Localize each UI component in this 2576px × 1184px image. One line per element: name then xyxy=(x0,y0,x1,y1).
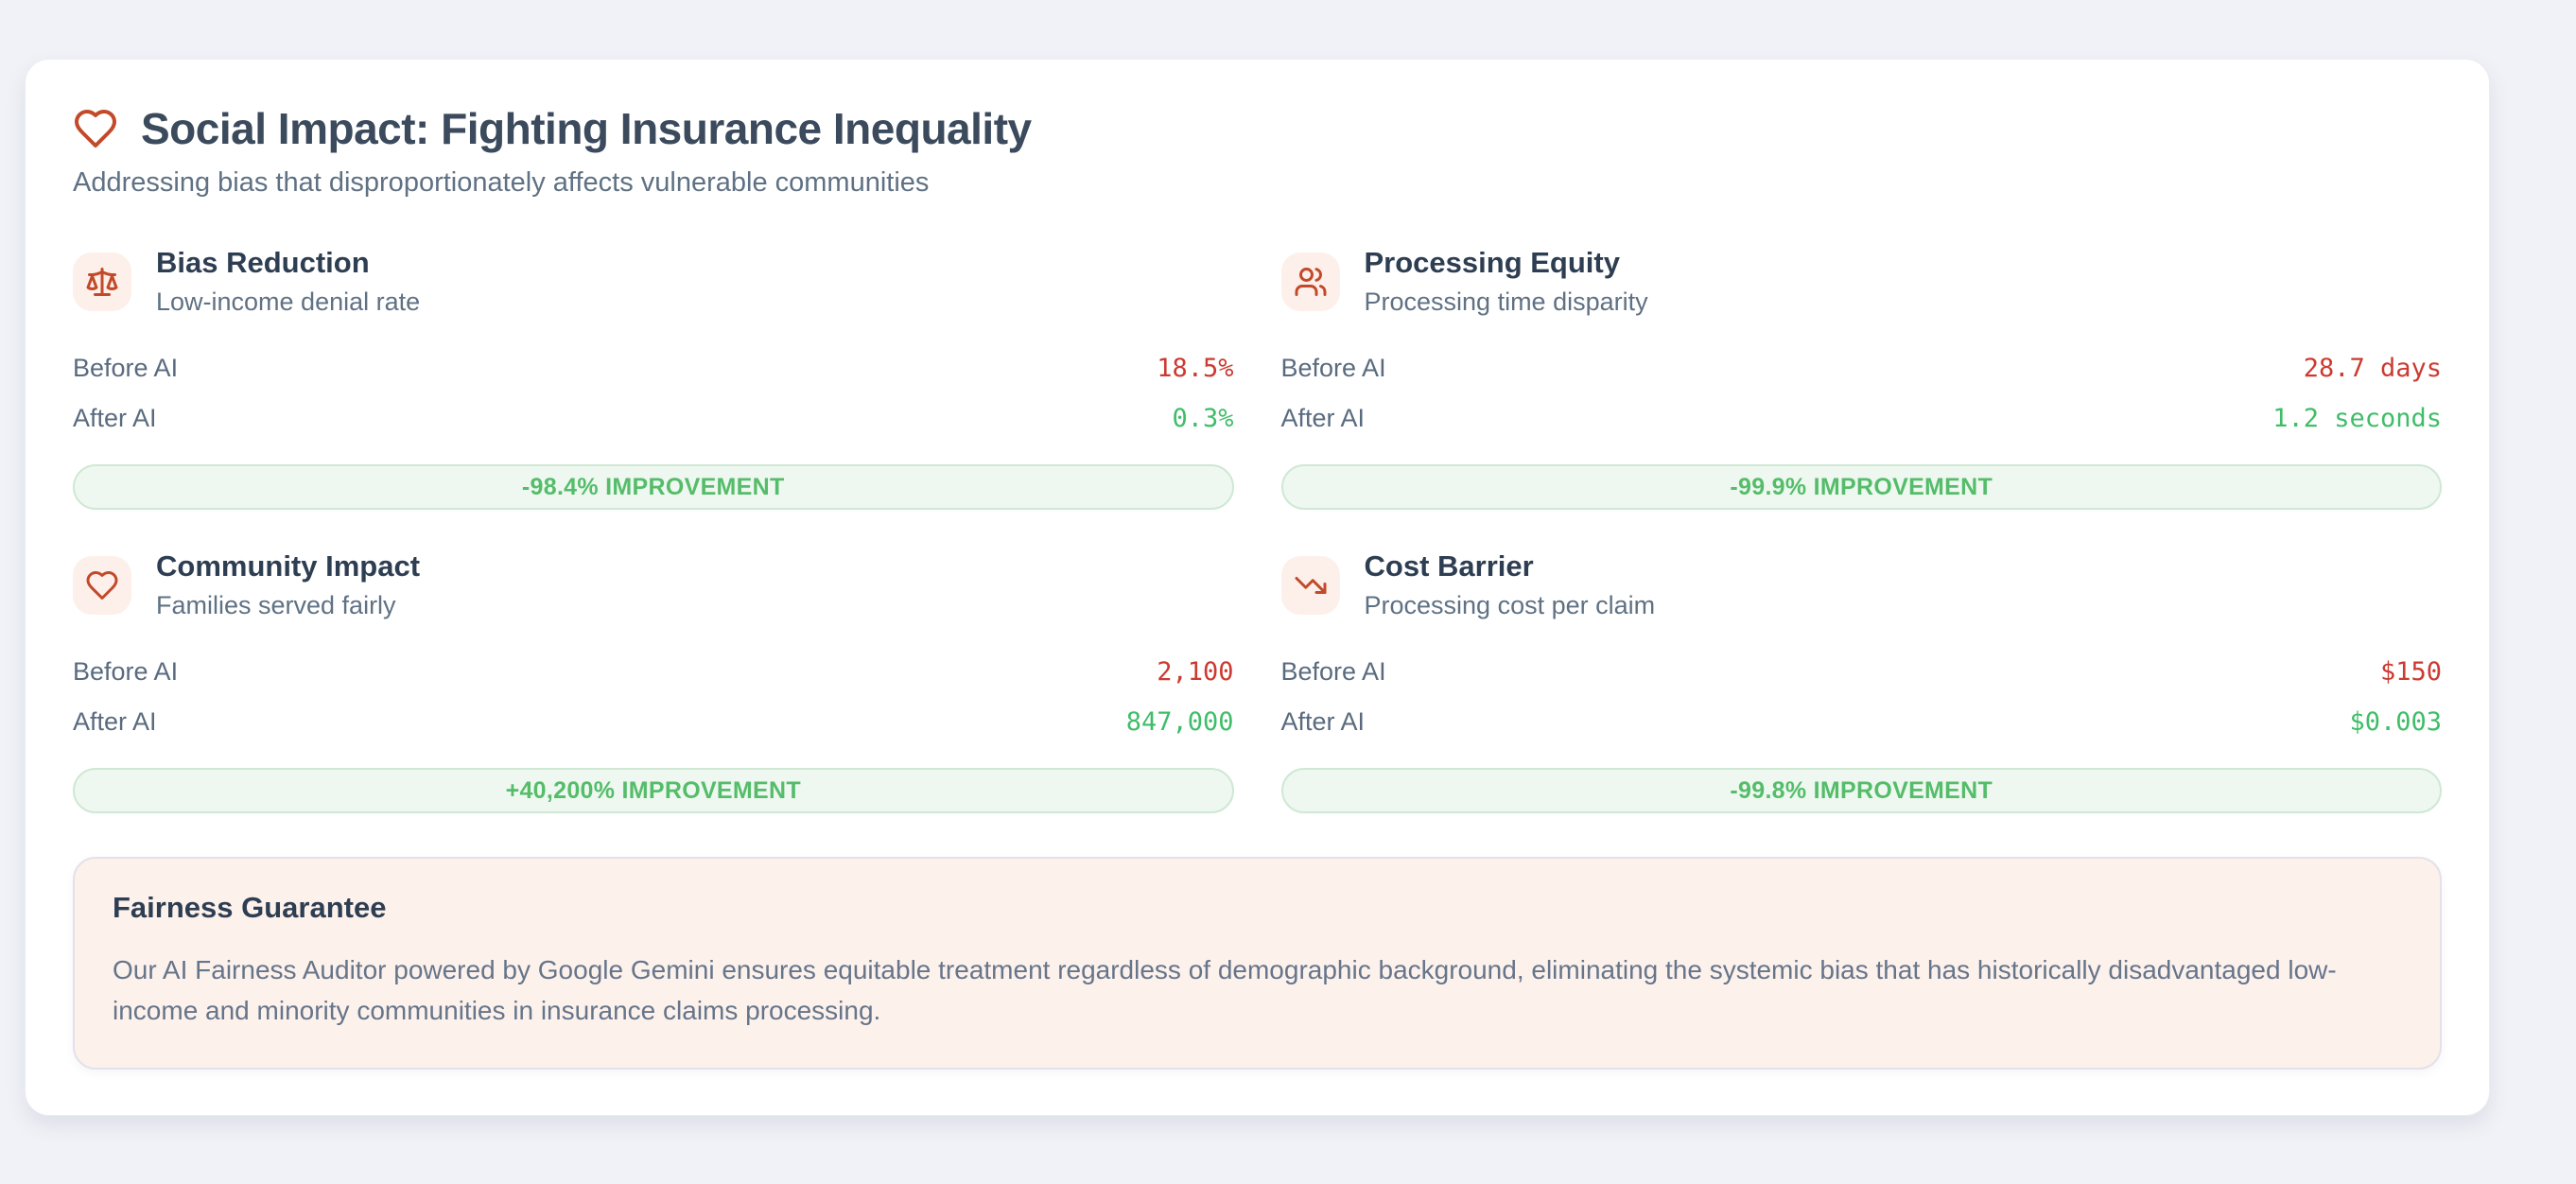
scale-icon xyxy=(86,267,118,296)
metric-card-bias-reduction: Bias Reduction Low-income denial rate Be… xyxy=(73,246,1234,510)
before-value: 2,100 xyxy=(1157,657,1234,687)
metric-title: Community Impact xyxy=(156,549,421,583)
icon-chip xyxy=(73,555,131,615)
icon-chip xyxy=(1280,252,1340,311)
after-value: 1.2 seconds xyxy=(2272,404,2442,433)
before-value: $150 xyxy=(2379,657,2442,687)
before-row: Before AI 2,100 xyxy=(73,647,1234,697)
page-subtitle: Addressing bias that disproportionately … xyxy=(73,167,930,198)
metric-subtitle: Families served fairly xyxy=(156,591,396,619)
metric-title: Cost Barrier xyxy=(1364,549,1534,583)
improvement-badge: -99.9% IMPROVEMENT xyxy=(1280,464,2442,510)
improvement-badge: +40,200% IMPROVEMENT xyxy=(73,768,1234,813)
metric-subtitle: Processing cost per claim xyxy=(1364,591,1656,619)
before-value: 18.5% xyxy=(1157,354,1234,383)
after-value: 847,000 xyxy=(1125,707,1234,737)
after-label: After AI xyxy=(73,404,157,432)
after-row: After AI 1.2 seconds xyxy=(1281,393,2443,444)
metric-card-cost-barrier: Cost Barrier Processing cost per claim B… xyxy=(1280,549,2443,813)
fairness-title: Fairness Guarantee xyxy=(113,891,387,924)
before-label: Before AI xyxy=(1280,354,1386,382)
metric-card-processing-equity: Processing Equity Processing time dispar… xyxy=(1280,246,2443,510)
icon-chip xyxy=(1280,555,1340,615)
metric-subtitle: Processing time disparity xyxy=(1364,287,1648,316)
users-icon xyxy=(1295,267,1326,296)
metric-card-community-impact: Community Impact Families served fairly … xyxy=(73,549,1234,813)
after-row: After AI 0.3% xyxy=(73,393,1234,444)
after-label: After AI xyxy=(1280,404,1366,432)
page-title: Social Impact: Fighting Insurance Inequa… xyxy=(141,104,1032,153)
metric-subtitle: Low-income denial rate xyxy=(156,287,421,316)
after-row: After AI 847,000 xyxy=(73,697,1234,747)
before-label: Before AI xyxy=(1280,657,1386,686)
improvement-badge: -99.8% IMPROVEMENT xyxy=(1280,768,2442,813)
after-label: After AI xyxy=(73,707,157,736)
metric-title: Processing Equity xyxy=(1364,246,1620,279)
improvement-badge: -98.4% IMPROVEMENT xyxy=(73,464,1234,510)
before-row: Before AI 28.7 days xyxy=(1281,343,2443,393)
metrics-grid: Bias Reduction Low-income denial rate Be… xyxy=(73,246,2442,813)
after-label: After AI xyxy=(1280,707,1366,736)
after-value: $0.003 xyxy=(2349,707,2442,737)
before-label: Before AI xyxy=(73,657,179,686)
heart-icon xyxy=(75,110,116,148)
before-row: Before AI 18.5% xyxy=(73,343,1234,393)
fairness-body: Our AI Fairness Auditor powered by Googl… xyxy=(113,955,2337,1026)
after-value: 0.3% xyxy=(1172,404,1234,433)
social-impact-panel: Social Impact: Fighting Insurance Inequa… xyxy=(25,59,2490,1116)
after-row: After AI $0.003 xyxy=(1281,697,2443,747)
fairness-guarantee-box: Fairness Guarantee Our AI Fairness Audit… xyxy=(73,857,2442,1070)
before-row: Before AI $150 xyxy=(1281,647,2443,697)
panel-header: Social Impact: Fighting Insurance Inequa… xyxy=(73,103,2442,199)
before-label: Before AI xyxy=(73,354,179,382)
heart-icon xyxy=(86,570,118,600)
before-value: 28.7 days xyxy=(2303,354,2442,383)
trending-down-icon xyxy=(1295,576,1326,594)
icon-chip xyxy=(73,252,131,311)
metric-title: Bias Reduction xyxy=(156,246,370,279)
